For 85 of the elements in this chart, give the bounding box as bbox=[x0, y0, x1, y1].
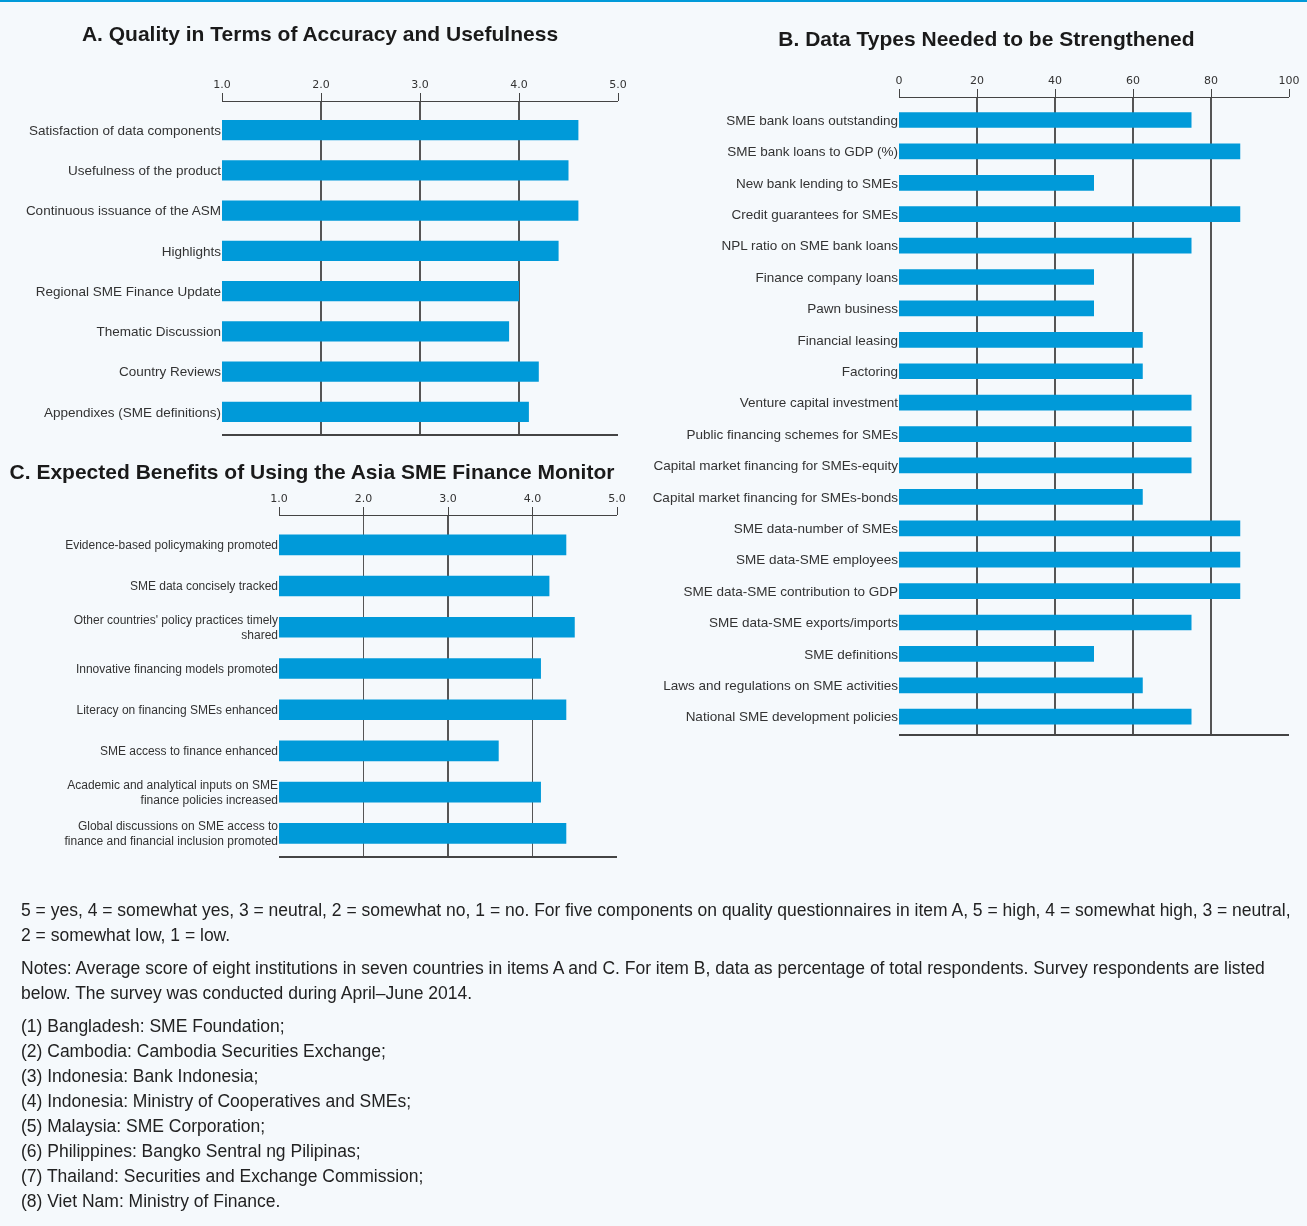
x-tick-label: 100 bbox=[1278, 74, 1300, 88]
y-tick-label: Global discussions on SME access to finance and financial inclusion promoted bbox=[64, 818, 279, 849]
y-tick-label: New bank lending to SMEs bbox=[735, 175, 899, 191]
bar bbox=[899, 300, 1094, 317]
text: (8) Viet Nam: Ministry of Finance. bbox=[21, 1190, 282, 1213]
y-tick-label: Capital market financing for SMEs-equity bbox=[653, 458, 899, 474]
y-tick-label: Credit guarantees for SMEs bbox=[731, 206, 899, 222]
bar bbox=[899, 489, 1143, 505]
x-tick-label: 5.0 bbox=[608, 492, 626, 506]
bar bbox=[899, 520, 1241, 537]
bar bbox=[899, 394, 1192, 411]
y-tick-label: SME data-SME contribution to GDP bbox=[683, 583, 898, 599]
bar bbox=[899, 112, 1192, 128]
text: (4) Indonesia: Ministry of Cooperatives and SMEs; bbox=[21, 1090, 413, 1113]
y-tick-label: SME access to finance enhanced bbox=[99, 744, 278, 759]
text: (2) Cambodia: Cambodia Securities Exchange; bbox=[21, 1040, 387, 1063]
text: (7) Thailand: Securities and Exchange Commission; bbox=[21, 1165, 425, 1188]
y-tick-label: Continuous issuance of the ASM bbox=[25, 203, 221, 219]
y-tick-label: SME bank loans to GDP (%) bbox=[727, 144, 898, 160]
y-tick-label: Innovative financing models promoted bbox=[75, 661, 278, 676]
text: Notes: Average score of eight institutions in seven countries in items A and C. For item B, data as percentage of total respondents. Survey respondents are listed below. The survey was conducted during April–June 2014. bbox=[21, 957, 1266, 1005]
bar bbox=[899, 331, 1143, 348]
text: (5) Malaysia: SME Corporation; bbox=[21, 1115, 267, 1138]
x-tick-label: 1.0 bbox=[213, 78, 231, 92]
y-tick-label: NPL ratio on SME bank loans bbox=[721, 238, 899, 254]
y-tick-label: SME data-SME exports/imports bbox=[708, 615, 899, 631]
y-tick-label: Capital market financing for SMEs-bonds bbox=[652, 489, 899, 505]
x-tick-label: 2.0 bbox=[312, 78, 330, 92]
y-tick-label: Factoring bbox=[841, 363, 898, 379]
y-tick-label: Other countries' policy practices timely shared bbox=[73, 612, 278, 643]
y-tick-label: Highlights bbox=[161, 243, 222, 259]
y-tick-label: Thematic Discussion bbox=[96, 324, 221, 340]
y-tick-label: Academic and analytical inputs on SME finance policies increased bbox=[67, 777, 278, 808]
bar bbox=[899, 426, 1192, 442]
bar bbox=[899, 237, 1192, 254]
bar bbox=[899, 269, 1094, 285]
y-tick-label: Usefulness of the product bbox=[67, 163, 222, 179]
bar bbox=[899, 143, 1241, 160]
text: 5 = yes, 4 = somewhat yes, 3 = neutral, 2 = somewhat no, 1 = no. For five components on quality questionnaires in item A, 5 = high, 4 = somewhat high, 3 = neutral, 2 = somewhat low, 1 = low. bbox=[21, 899, 1292, 947]
x-tick-label: 80 bbox=[1204, 74, 1218, 88]
x-tick-label: 5.0 bbox=[609, 78, 627, 92]
bar bbox=[899, 457, 1192, 474]
bar bbox=[899, 583, 1241, 599]
bar bbox=[899, 677, 1143, 694]
x-tick-label: 4.0 bbox=[523, 492, 542, 506]
y-tick-label: Laws and regulations on SME activities bbox=[663, 678, 899, 694]
x-tick-label: 2.0 bbox=[354, 492, 373, 506]
bar bbox=[899, 614, 1192, 631]
y-tick-label: Finance company loans bbox=[755, 269, 899, 285]
y-tick-label: Appendixes (SME definitions) bbox=[43, 404, 221, 420]
y-tick-label: Literacy on financing SMEs enhanced bbox=[76, 702, 278, 717]
y-tick-label: Regional SME Finance Update bbox=[35, 283, 221, 299]
y-tick-label: Pawn business bbox=[807, 301, 899, 317]
x-tick-label: 3.0 bbox=[411, 78, 429, 92]
x-tick-label: 60 bbox=[1126, 74, 1140, 88]
x-tick-label: 20 bbox=[970, 74, 984, 88]
text: (3) Indonesia: Bank Indonesia; bbox=[21, 1065, 260, 1088]
x-tick-label: 0 bbox=[895, 74, 903, 88]
text: (1) Bangladesh: SME Foundation; bbox=[21, 1015, 286, 1038]
y-tick-label: Financial leasing bbox=[797, 332, 898, 348]
bar bbox=[899, 551, 1241, 568]
y-tick-label: Evidence-based policymaking promoted bbox=[65, 538, 278, 553]
x-tick-label: 3.0 bbox=[439, 492, 457, 506]
bar bbox=[899, 206, 1241, 223]
y-tick-label: National SME development policies bbox=[685, 709, 899, 725]
y-tick-label: Venture capital investment bbox=[739, 395, 899, 411]
bar bbox=[899, 646, 1094, 662]
y-tick-label: SME bank loans outstanding bbox=[726, 112, 898, 128]
x-tick-label: 40 bbox=[1048, 74, 1062, 88]
y-tick-label: SME definitions bbox=[804, 646, 899, 662]
chart-title: A. Quality in Terms of Accuracy and Usefulness bbox=[81, 22, 559, 46]
x-tick-label: 4.0 bbox=[510, 78, 528, 92]
y-tick-label: Country Reviews bbox=[118, 364, 222, 380]
x-tick-label: 1.0 bbox=[270, 492, 288, 506]
text: (6) Philippines: Bangko Sentral ng Pilipinas; bbox=[21, 1140, 362, 1163]
bar bbox=[899, 708, 1192, 725]
y-tick-label: Satisfaction of data components bbox=[28, 122, 222, 138]
y-tick-label: SME data concisely tracked bbox=[129, 579, 278, 594]
bar bbox=[899, 363, 1143, 380]
bar bbox=[899, 174, 1094, 191]
chart-title: B. Data Types Needed to be Strengthened bbox=[778, 26, 1195, 50]
chart-title: C. Expected Benefits of Using the Asia SME Finance Monitor bbox=[9, 459, 615, 483]
y-tick-label: Public financing schemes for SMEs bbox=[686, 426, 899, 442]
y-tick-label: SME data-SME employees bbox=[735, 552, 899, 568]
y-tick-label: SME data-number of SMEs bbox=[733, 521, 899, 537]
